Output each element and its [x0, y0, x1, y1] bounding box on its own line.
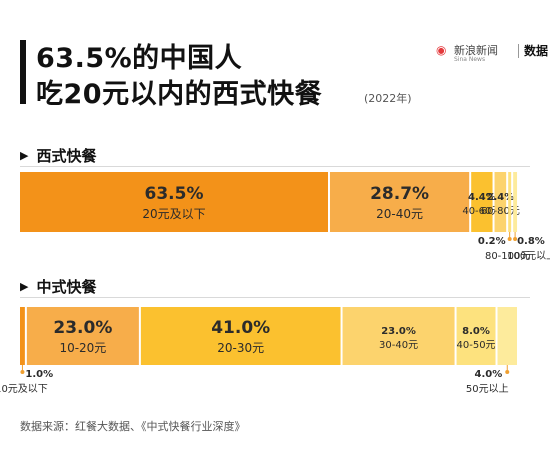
sina-news-logo-sub: Sina News	[454, 56, 486, 63]
data-label-category: 20元及以下	[142, 207, 205, 221]
data-label-value: 2.4%	[486, 192, 514, 203]
data-label-category: 20-30元	[217, 341, 264, 355]
branding: ◉ 新浪新闻 Sina News 数据	[436, 42, 549, 68]
data-label-value: 23.0%	[53, 318, 112, 338]
data-label-category: 20-40元	[376, 207, 423, 221]
section-divider	[20, 297, 530, 298]
page-title-line1: 63.5%的中国人	[36, 43, 243, 74]
data-source: 数据来源：红餐大数据、《中式快餐行业深度》	[20, 420, 246, 433]
data-label-value: 0.8%	[517, 236, 545, 247]
data-label-value: 63.5%	[145, 184, 204, 204]
leader-dot	[20, 370, 25, 374]
triangle-right-icon: ▶	[20, 149, 29, 162]
data-label-value: 8.0%	[462, 326, 490, 337]
data-label-category: 10-20元	[59, 341, 106, 355]
title-year-note: (2022年)	[364, 92, 412, 105]
data-label-category: 100元以上	[507, 250, 550, 262]
title-accent-bar	[20, 40, 26, 104]
data-label-category: 50元以上	[466, 383, 509, 395]
bar-segment	[456, 307, 496, 365]
logo-divider	[518, 44, 519, 58]
page-title-line2: 吃20元以内的西式快餐	[36, 79, 323, 110]
bar-segment	[513, 172, 518, 232]
bar-segment	[471, 172, 493, 232]
data-label-value: 23.0%	[381, 326, 416, 337]
bar-segment	[20, 172, 328, 232]
data-label-value: 0.2%	[478, 236, 506, 247]
data-label-value: 1.0%	[25, 369, 53, 380]
section-title-western: ▶ 西式快餐	[20, 145, 96, 166]
data-label-category: 30-40元	[379, 340, 418, 351]
data-label-category: 40-60元	[462, 206, 501, 217]
data-label-value: 4.0%	[475, 369, 503, 380]
bar-segment	[497, 307, 517, 365]
bar-segment	[26, 307, 139, 365]
data-label-category: 80-100元	[485, 251, 530, 262]
data-label-category: 10元及以下	[0, 383, 48, 395]
sina-eye-icon: ◉	[436, 43, 447, 57]
leader-dot	[507, 237, 512, 241]
bar-segment	[342, 307, 455, 365]
sina-news-logo-text: 新浪新闻	[454, 44, 498, 57]
leader-dot	[505, 370, 510, 374]
section-title-chinese: ▶ 中式快餐	[20, 276, 96, 297]
section-divider	[20, 166, 530, 167]
bar-segment	[494, 172, 507, 232]
data-label-value: 28.7%	[370, 184, 429, 204]
data-label-value: 41.0%	[211, 318, 270, 338]
triangle-right-icon: ▶	[20, 280, 29, 293]
data-label-value: 4.4%	[468, 192, 496, 203]
bar-segment	[508, 172, 512, 232]
bar-segment	[20, 307, 25, 365]
section-title-western-text: 西式快餐	[36, 147, 97, 165]
bar-segment	[140, 307, 341, 365]
section-title-chinese-text: 中式快餐	[36, 278, 97, 296]
data-label-category: 40-50元	[457, 340, 496, 351]
leader-dot	[513, 237, 518, 241]
bar-segment	[329, 172, 470, 232]
brand-logo: 数据	[524, 44, 549, 58]
data-label-category: 60-80元	[481, 206, 520, 217]
